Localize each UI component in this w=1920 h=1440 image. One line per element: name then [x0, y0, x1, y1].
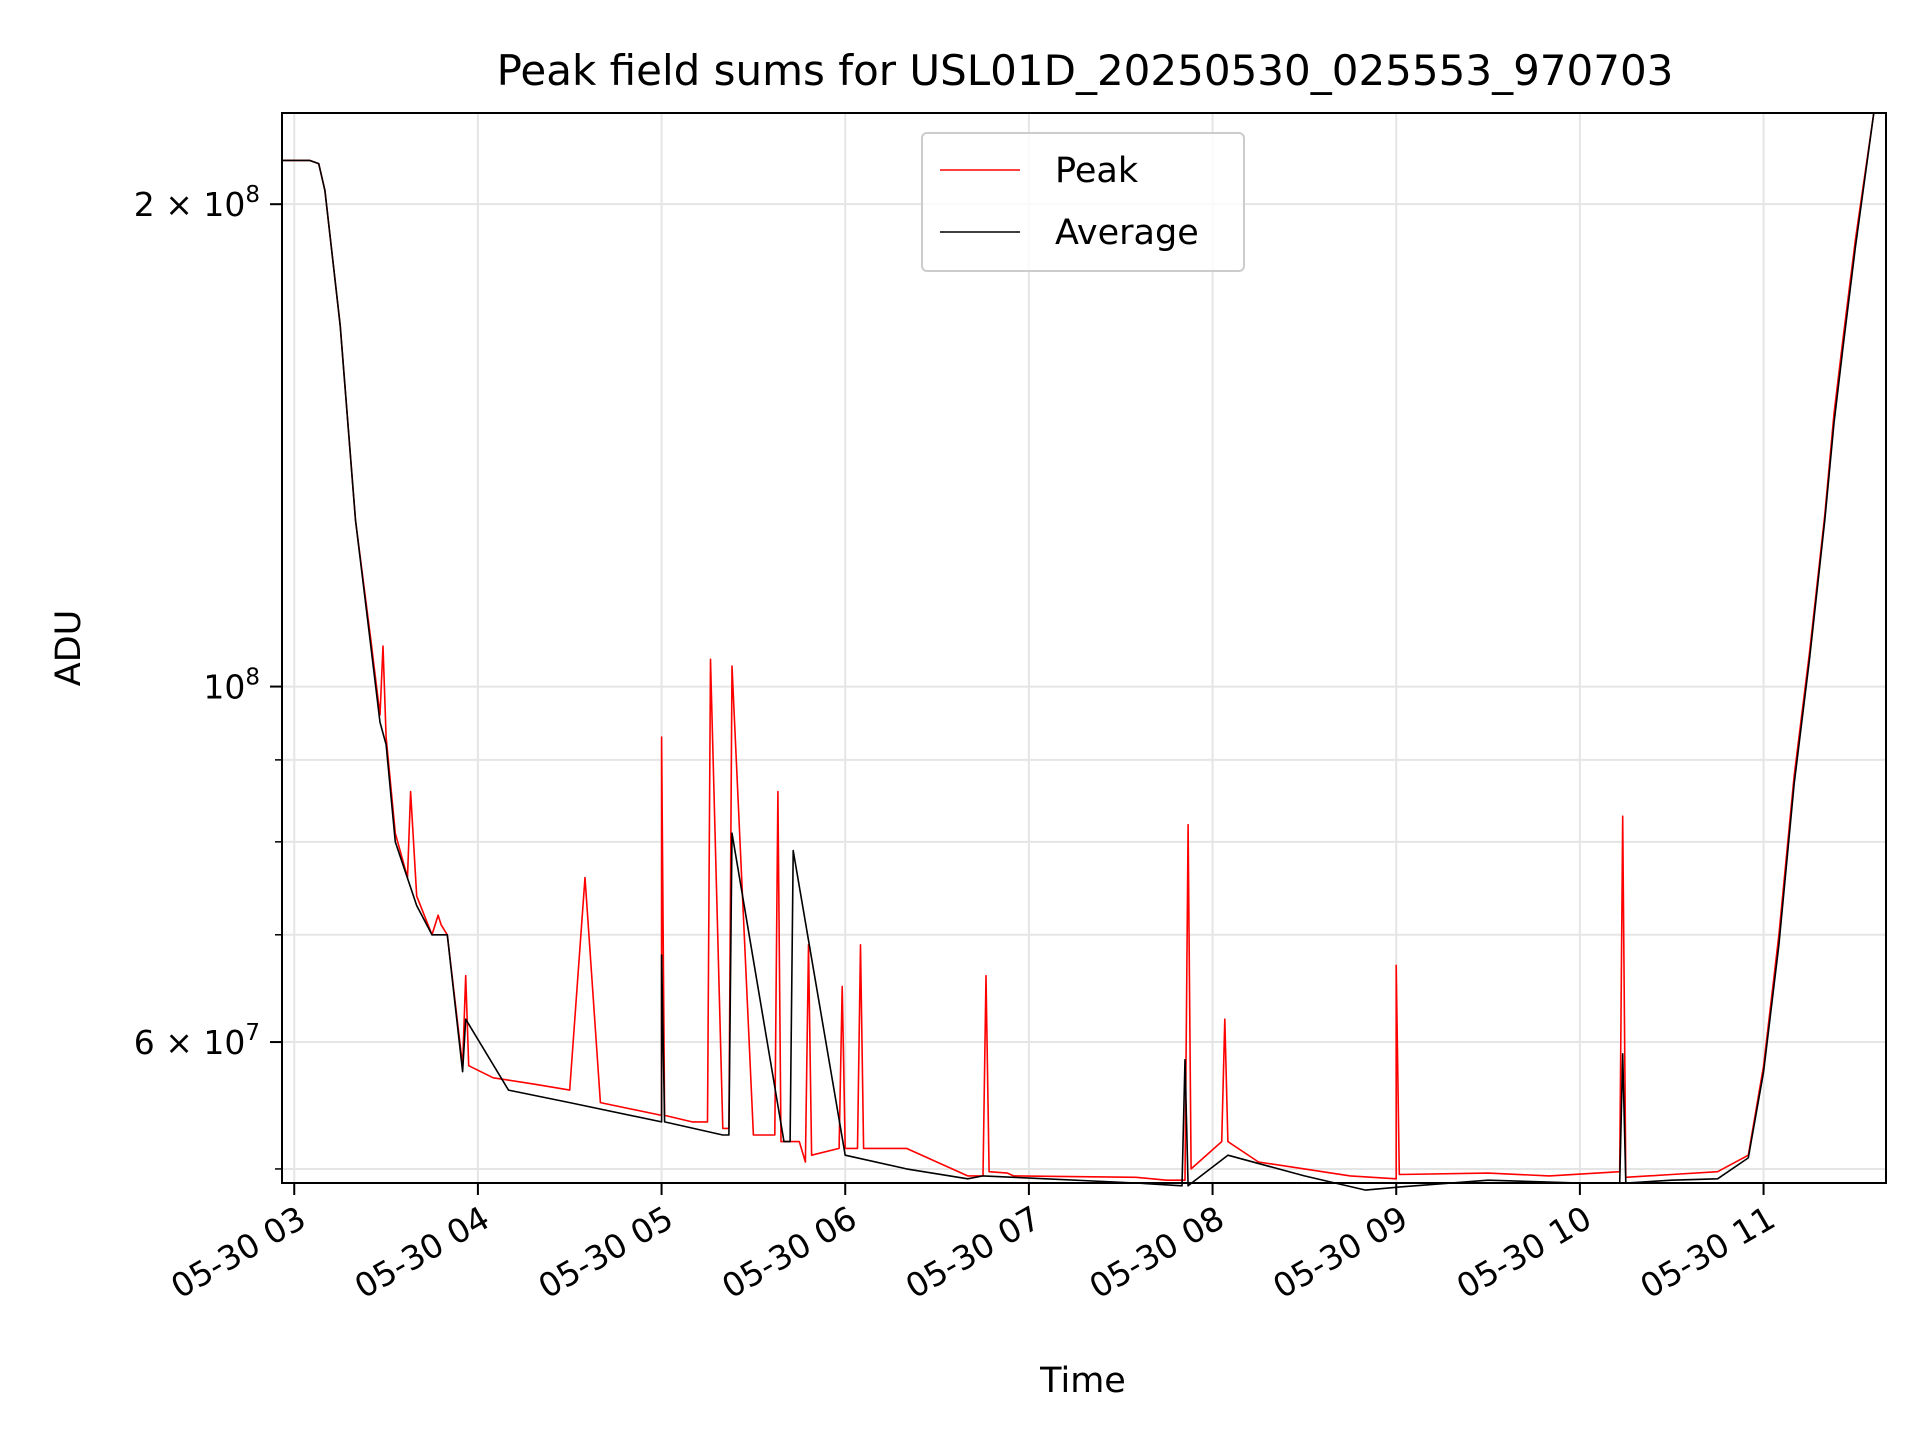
legend-box	[921, 132, 1245, 272]
y-ticks: 2 × 108 108 6 × 107	[134, 182, 282, 1170]
series-line-average	[282, 112, 1886, 1191]
y-tick-label: 108	[203, 665, 260, 707]
chart-title: Peak field sums for USL01D_20250530_0255…	[497, 46, 1674, 95]
y-axis-label: ADU	[49, 610, 89, 687]
series-line-peak	[282, 112, 1886, 1181]
axes-frame	[281, 112, 1887, 1184]
legend-label-average: Average	[1055, 213, 1199, 253]
legend: Peak Average	[921, 132, 1245, 272]
y-tick-label: 2 × 108	[134, 182, 260, 224]
series-group	[282, 112, 1886, 1191]
x-axis-label: Time	[1039, 1361, 1126, 1401]
y-tick-label: 6 × 107	[134, 1020, 260, 1062]
legend-label-peak: Peak	[1055, 151, 1139, 191]
